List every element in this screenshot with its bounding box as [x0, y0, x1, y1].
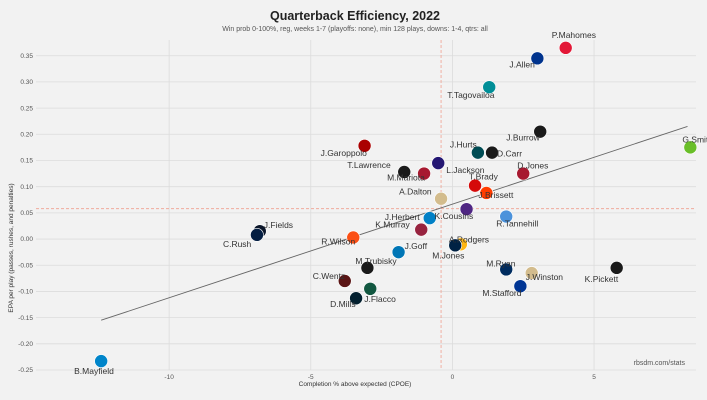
label-c-rush: C.Rush: [223, 239, 252, 249]
y-tick-label: -0.25: [18, 367, 33, 374]
label-m-jones: M.Jones: [432, 250, 464, 260]
y-tick-label: 0.00: [20, 236, 33, 243]
label-t-brady: T.Brady: [469, 172, 499, 182]
y-tick-label: 0.10: [20, 184, 33, 191]
data-points: [94, 41, 698, 368]
y-tick-label: 0.30: [20, 79, 33, 86]
y-tick-label: -0.20: [18, 341, 33, 348]
point-j-winston: [524, 266, 539, 280]
y-axis-label: EPA per play (passes, rushes, and penalt…: [8, 183, 15, 312]
reference-lines: [36, 40, 696, 370]
x-tick-label: 0: [451, 374, 455, 381]
y-tick-label: 0.25: [20, 105, 33, 112]
point-a-dalton: [434, 191, 448, 206]
label-m-ryan: M.Ryan: [486, 258, 516, 268]
point-d-jones: [516, 166, 531, 181]
point-c-wentz: [337, 274, 352, 288]
point-j-hurts: [471, 145, 485, 160]
label-j-allen: J.Allen: [509, 59, 535, 69]
point-c-rush: [250, 228, 264, 242]
label-m-mariota: M.Mariota: [387, 173, 425, 183]
label-k-murray: K.Murray: [375, 220, 410, 230]
point-j-burrow: [533, 124, 548, 139]
point-t-tagovailoa: [482, 80, 497, 94]
label-p-mahomes: P.Mahomes: [552, 30, 596, 40]
label-a-rodgers: A.Rodgers: [449, 234, 489, 244]
label-d-carr: D.Carr: [497, 149, 522, 159]
point-d-mills: [349, 291, 363, 306]
point-k-murray: [414, 222, 429, 237]
point-j-flacco: [363, 282, 378, 296]
label-b-mayfield: B.Mayfield: [74, 366, 114, 376]
label-j-goff: J.Goff: [405, 241, 428, 251]
source-credit: rbsdm.com/stats: [634, 360, 686, 367]
point-r-wilson: [346, 230, 361, 245]
label-m-stafford: M.Stafford: [482, 288, 521, 298]
x-axis-ticks: -10 -5 0 5: [164, 374, 596, 381]
point-k-pickett: [609, 261, 624, 275]
y-tick-label: 0.05: [20, 210, 33, 217]
label-j-burrow: J.Burrow: [506, 133, 540, 143]
point-j-brissett: [479, 186, 494, 200]
x-tick-label: -10: [164, 374, 174, 381]
label-j-hurts: J.Hurts: [450, 140, 477, 150]
label-j-herbert: J.Herbert: [385, 212, 421, 222]
label-k-cousins: K.Cousins: [435, 211, 474, 221]
point-m-jones: [448, 238, 463, 253]
label-d-jones: D.Jones: [517, 161, 548, 171]
point-j-garoppolo: [357, 139, 372, 153]
chart-subtitle: Win prob 0-100%, reg, weeks 1-7 (playoff…: [222, 26, 488, 33]
label-r-wilson: R.Wilson: [321, 236, 355, 246]
label-d-mills: D.Mills: [330, 299, 356, 309]
y-axis-ticks: -0.25 -0.20 -0.15 -0.10 -0.05 0.00 0.05 0.10 0.1…: [18, 53, 33, 374]
y-tick-label: 0.15: [20, 158, 33, 165]
label-m-trubisky: M.Trubisky: [355, 256, 397, 266]
point-p-mahomes: [558, 41, 573, 55]
x-axis-label: Completion % above expected (CPOE): [299, 381, 412, 388]
x-tick-label: -5: [308, 374, 314, 381]
label-l-jackson: L.Jackson: [446, 165, 485, 175]
label-t-lawrence: T.Lawrence: [347, 160, 391, 170]
label-r-tannehill: R.Tannehill: [496, 219, 538, 229]
point-m-ryan: [499, 262, 514, 277]
point-m-trubisky: [360, 261, 375, 275]
point-g-smith: [683, 140, 698, 155]
point-t-lawrence: [397, 165, 412, 179]
point-j-goff: [391, 245, 406, 259]
point-m-mariota: [417, 166, 431, 181]
y-tick-label: 0.35: [20, 53, 33, 60]
point-l-jackson: [431, 156, 446, 170]
label-j-garoppolo: J.Garoppolo: [321, 148, 368, 158]
data-labels: P.Mahomes J.Allen T.Tagovailoa J.Burrow G.Sm…: [74, 30, 707, 376]
grid: [36, 40, 696, 371]
x-tick-label: 5: [592, 374, 596, 381]
point-j-allen: [530, 51, 545, 66]
point-r-tannehill: [499, 209, 514, 224]
label-j-winston: J.Winston: [526, 272, 564, 282]
point-t-brady: [468, 178, 482, 193]
label-j-brissett: J.Brissett: [478, 190, 514, 200]
point-b-mayfield: [94, 354, 108, 368]
point-m-stafford: [513, 279, 528, 293]
y-tick-label: -0.05: [18, 262, 33, 269]
trend-line-group: [101, 126, 688, 321]
point-j-herbert: [422, 211, 437, 225]
label-j-fields: J.Fields: [264, 220, 293, 230]
trend-line: [101, 126, 688, 321]
label-j-flacco: J.Flacco: [364, 294, 396, 304]
label-a-dalton: A.Dalton: [399, 187, 432, 197]
y-tick-label: 0.20: [20, 131, 33, 138]
y-tick-label: -0.15: [18, 315, 33, 322]
y-tick-label: -0.10: [18, 289, 33, 296]
label-g-smith: G.Smith: [682, 134, 707, 144]
label-k-pickett: K.Pickett: [585, 274, 619, 284]
point-k-cousins: [459, 202, 474, 216]
chart-title: Quarterback Efficiency, 2022: [270, 9, 440, 23]
label-t-tagovailoa: T.Tagovailoa: [447, 90, 495, 100]
point-d-carr: [485, 145, 499, 160]
label-c-wentz: C.Wentz: [313, 271, 345, 281]
